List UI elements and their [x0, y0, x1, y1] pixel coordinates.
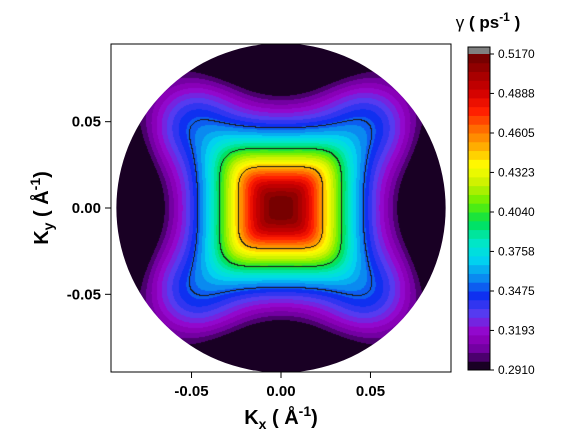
x-axis-label: Kx ( Å-1) — [244, 403, 318, 432]
contour-fill-image — [116, 44, 446, 372]
colorbar-band — [468, 54, 490, 64]
colorbar-tick-label: 0.5170 — [498, 47, 535, 61]
colorbar-tick-label: 0.3758 — [498, 244, 535, 258]
colorbar-tick-label: 0.3193 — [498, 323, 535, 337]
colorbar-band — [468, 291, 490, 301]
colorbar-band — [468, 264, 490, 274]
colorbar-band — [468, 106, 490, 116]
colorbar-band — [468, 62, 490, 73]
colorbar-band — [468, 273, 490, 283]
colorbar-band — [468, 168, 490, 178]
axes: -0.05 0.00 0.05 0.05 0.00 -0.05 Kx ( Å-1) Ky ( … — [27, 43, 452, 432]
colorbar-band — [468, 150, 490, 160]
y-tick-label: 0.05 — [72, 114, 101, 131]
colorbar-tick-label: 0.3475 — [498, 284, 535, 298]
colorbar-band — [468, 255, 490, 266]
colorbar-band — [468, 220, 490, 231]
colorbar-band — [468, 361, 490, 371]
colorbar-tick-label: 0.4323 — [498, 165, 535, 179]
colorbar-band — [468, 97, 490, 108]
colorbar-band — [468, 334, 490, 345]
colorbar-band — [468, 115, 490, 125]
colorbar-band — [468, 238, 490, 248]
colorbar-band — [468, 71, 490, 81]
x-tick-label: 0.00 — [266, 383, 295, 400]
colorbar-band — [468, 247, 490, 257]
contour-field — [116, 44, 446, 372]
colorbar-tick-label: 0.4605 — [498, 126, 535, 140]
colorbar: 0.5170 0.4888 0.4605 0.4323 0.4040 0.3758 0.34… — [456, 10, 535, 377]
colorbar-over-swatch — [468, 47, 490, 54]
colorbar-band — [468, 317, 490, 327]
colorbar-band — [468, 133, 490, 143]
colorbar-band — [468, 89, 490, 99]
x-tick-label: -0.05 — [174, 383, 208, 400]
y-axis-label: Ky ( Å-1) — [27, 171, 56, 245]
x-tick-label: 0.05 — [356, 383, 385, 400]
colorbar-tick-label: 0.2910 — [498, 363, 535, 377]
colorbar-band — [468, 80, 490, 90]
colorbar-band — [468, 343, 490, 353]
colorbar-band — [468, 203, 490, 213]
colorbar-band — [468, 229, 490, 239]
colorbar-band — [468, 176, 490, 187]
colorbar-tick-label: 0.4888 — [498, 86, 535, 100]
colorbar-band — [468, 194, 490, 204]
colorbar-tick-label: 0.4040 — [498, 205, 535, 219]
colorbar-title: γ ( ps-1 ) — [456, 10, 521, 32]
colorbar-band — [468, 282, 490, 292]
colorbar-frame — [467, 46, 491, 371]
colorbar-band — [468, 212, 490, 222]
colorbar-band — [468, 185, 490, 195]
y-tick-label: 0.00 — [72, 200, 101, 217]
colorbar-band — [468, 299, 490, 310]
colorbar-band — [468, 326, 490, 336]
colorbar-band — [468, 141, 490, 152]
colorbar-band — [468, 159, 490, 169]
y-tick-label: -0.05 — [67, 286, 101, 303]
colorbar-band — [468, 352, 490, 362]
colorbar-band — [468, 308, 490, 318]
colorbar-band — [468, 124, 490, 134]
